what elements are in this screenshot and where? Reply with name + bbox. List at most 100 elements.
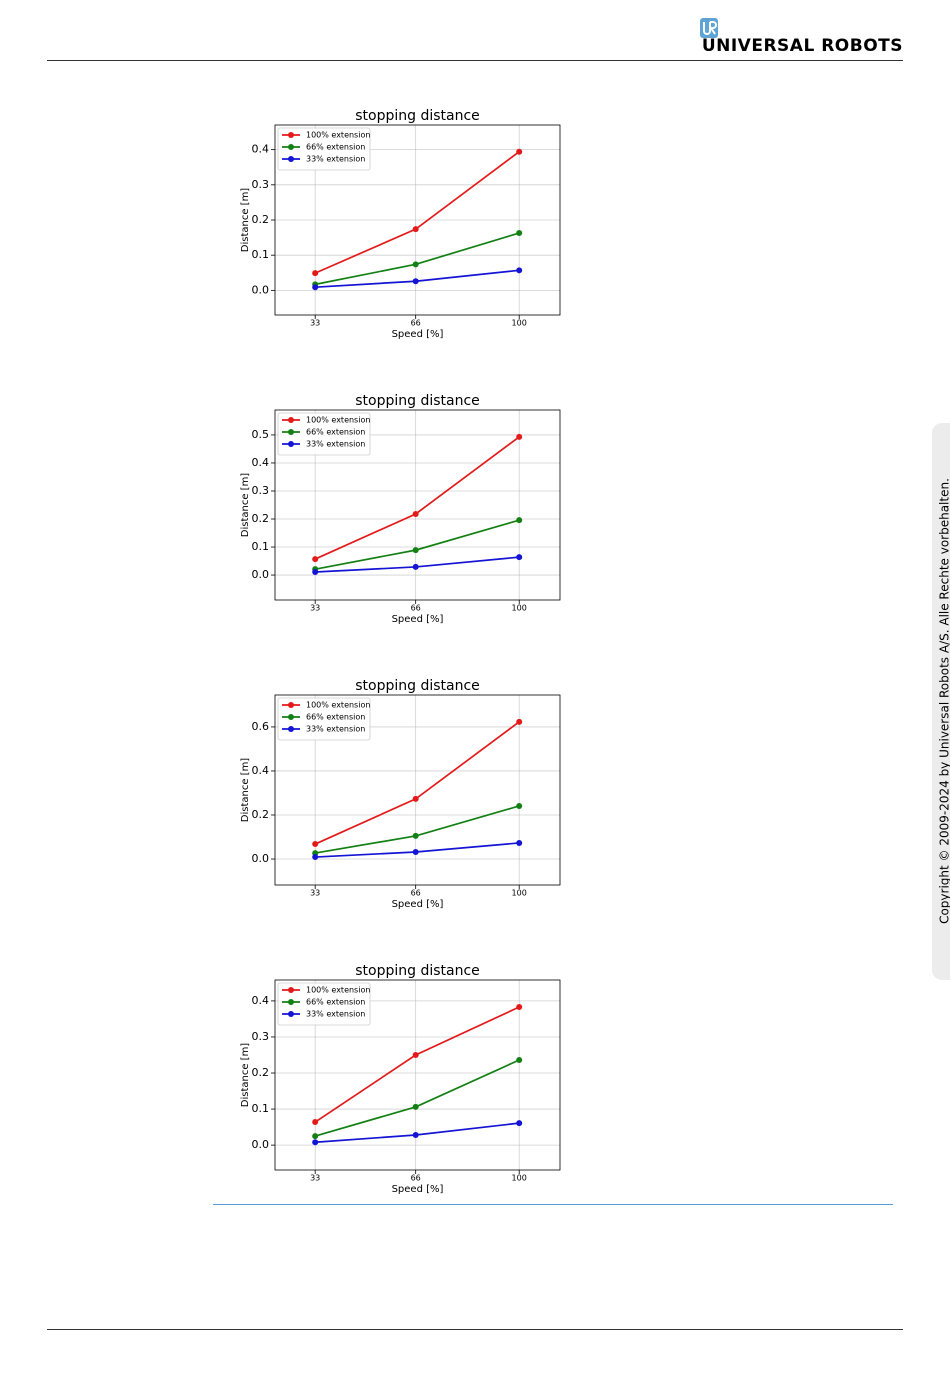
y-axis-label: Distance [m] xyxy=(240,473,251,538)
x-tick-label: 66 xyxy=(411,1174,421,1183)
series-line xyxy=(315,232,520,286)
legend-box xyxy=(277,412,371,456)
chart-title: stopping distance xyxy=(355,678,480,694)
x-tick-label: 33 xyxy=(310,604,320,613)
y-axis-label: Distance [m] xyxy=(240,188,251,253)
series-line xyxy=(314,1059,520,1137)
data-point xyxy=(412,1132,419,1139)
y-axis-label: Distance [m] xyxy=(240,1043,251,1108)
y-tick-label: 0.2 xyxy=(252,512,270,525)
data-point xyxy=(516,802,523,809)
data-point xyxy=(412,832,419,839)
y-tick-label: 0.0 xyxy=(252,283,270,296)
data-point xyxy=(312,556,319,563)
data-point xyxy=(312,1139,319,1146)
y-tick-label: 0.0 xyxy=(252,852,270,865)
y-tick-label: 0.3 xyxy=(252,484,270,497)
data-point xyxy=(312,841,319,848)
data-point xyxy=(516,718,523,725)
data-point xyxy=(312,284,319,291)
legend-box xyxy=(277,127,371,171)
data-point xyxy=(312,854,319,861)
x-tick-label: 66 xyxy=(411,889,421,898)
y-tick-label: 0.6 xyxy=(252,720,270,733)
legend-label: 66% extension xyxy=(306,143,365,152)
chart: stopping distance 0.0 0.1 0.2 0.3 0.4 33 66 100 S… xyxy=(240,108,561,340)
x-tick-label: 100 xyxy=(512,1174,527,1183)
y-tick-label: 0.4 xyxy=(252,764,270,777)
x-axis-label: Speed [%] xyxy=(392,614,444,625)
brand: UNIVERSAL ROBOTS xyxy=(702,36,903,56)
data-point xyxy=(412,510,419,517)
chart-title: stopping distance xyxy=(355,108,480,124)
legend-label: 66% extension xyxy=(306,428,365,437)
chart-title: stopping distance xyxy=(355,393,480,409)
data-point xyxy=(412,547,419,554)
legend-label: 100% extension xyxy=(306,986,370,995)
legend-label: 66% extension xyxy=(306,713,365,722)
y-tick-label: 0.2 xyxy=(252,213,270,226)
y-tick-label: 0.2 xyxy=(252,1066,270,1079)
y-tick-label: 0.5 xyxy=(252,428,270,441)
y-tick-label: 0.2 xyxy=(252,808,270,821)
data-point xyxy=(312,1119,319,1126)
x-tick-label: 33 xyxy=(310,319,320,328)
data-point xyxy=(516,148,523,155)
plot-frame xyxy=(274,124,561,316)
legend-marker xyxy=(288,417,294,423)
side-tab xyxy=(932,423,950,980)
data-point xyxy=(412,261,419,268)
data-point xyxy=(412,278,419,285)
data-point xyxy=(412,848,419,855)
data-point xyxy=(516,554,523,561)
legend-marker xyxy=(288,429,294,435)
legend-marker xyxy=(288,1011,294,1017)
legend-label: 33% extension xyxy=(306,440,365,449)
y-tick-label: 0.0 xyxy=(252,568,270,581)
legend-label: 33% extension xyxy=(306,155,365,164)
legend-marker xyxy=(288,702,294,708)
x-tick-label: 33 xyxy=(310,889,320,898)
legend-marker xyxy=(288,441,294,447)
legend-box xyxy=(277,982,371,1026)
data-point xyxy=(312,1133,319,1140)
legend-label: 100% extension xyxy=(306,131,370,140)
legend-marker xyxy=(288,999,294,1005)
data-point xyxy=(516,230,523,237)
data-point xyxy=(516,1120,523,1127)
chart-title: stopping distance xyxy=(355,963,480,979)
data-point xyxy=(312,270,319,277)
legend-label: 100% extension xyxy=(306,701,370,710)
data-point xyxy=(412,1103,419,1110)
legend-label: 66% extension xyxy=(306,998,365,1007)
y-tick-label: 0.4 xyxy=(252,456,270,469)
legend-label: 100% extension xyxy=(306,416,370,425)
x-tick-label: 100 xyxy=(512,604,527,613)
data-point xyxy=(412,795,419,802)
y-tick-label: 0.1 xyxy=(252,540,270,553)
x-axis-label: Speed [%] xyxy=(392,329,444,340)
legend-marker xyxy=(288,987,294,993)
legend-marker xyxy=(288,144,294,150)
data-point xyxy=(516,839,523,846)
data-point xyxy=(412,226,419,233)
y-tick-label: 0.1 xyxy=(252,1102,270,1115)
legend-label: 33% extension xyxy=(306,1010,365,1019)
y-axis-label: Distance [m] xyxy=(240,758,251,823)
chart: stopping distance 0.0 0.1 0.2 0.3 0.4 33 66 100 S… xyxy=(240,963,561,1195)
data-point xyxy=(516,1057,523,1064)
chart: stopping distance 0.0 0.2 0.4 0.6 33 66 100 Spee… xyxy=(240,678,561,910)
x-axis-label: Speed [%] xyxy=(392,899,444,910)
data-point xyxy=(312,568,319,575)
data-point xyxy=(412,1051,419,1058)
logo xyxy=(700,18,718,38)
y-tick-label: 0.1 xyxy=(252,248,270,261)
legend-box xyxy=(277,697,371,741)
data-point xyxy=(516,517,523,524)
data-point xyxy=(516,1004,523,1011)
data-point xyxy=(516,267,523,274)
x-tick-label: 33 xyxy=(310,1174,320,1183)
plot-frame xyxy=(274,694,561,886)
x-tick-label: 100 xyxy=(512,319,527,328)
